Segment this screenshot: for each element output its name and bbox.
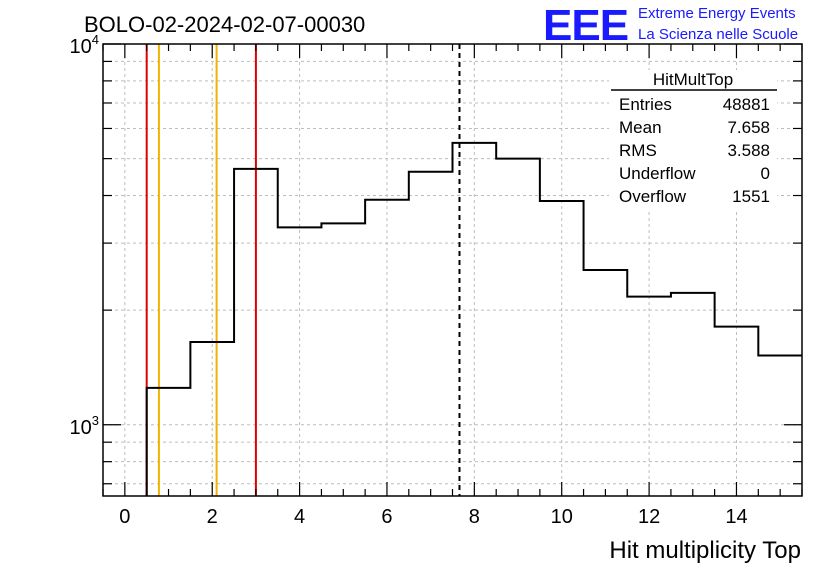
- stats-box: HitMultTop Entries 48881 Mean 7.658 RMS 3.588…: [609, 70, 777, 210]
- stats-label: Underflow: [619, 164, 696, 183]
- marker-lines: [145, 44, 461, 496]
- y-tick-label: 104: [70, 32, 99, 58]
- stats-label: RMS: [619, 141, 657, 160]
- y-tick-label: 103: [70, 413, 99, 439]
- stats-label: Mean: [619, 118, 662, 137]
- logo-mark: EEE: [543, 1, 628, 50]
- stats-title: HitMultTop: [653, 70, 733, 89]
- axes: [102, 43, 803, 497]
- histogram-series: [145, 141, 802, 496]
- x-tick-label: 8: [469, 506, 480, 528]
- x-tick-label: 4: [294, 506, 305, 528]
- logo-line-2: La Scienza nelle Scuole: [638, 26, 798, 43]
- stats-value: 1551: [732, 187, 770, 206]
- x-axis-title: Hit multiplicity Top: [609, 537, 801, 564]
- logo-line-1: Extreme Energy Events: [638, 5, 796, 22]
- stats-value: 3.588: [727, 141, 770, 160]
- eee-logo: EEE Extreme Energy Events La Scienza nel…: [543, 1, 798, 50]
- stats-value: 48881: [723, 95, 770, 114]
- histogram-outline: [145, 141, 802, 496]
- x-tick-label: 6: [381, 506, 392, 528]
- tick-labels: 0 2 4 6 8 10 12 14 103 104: [70, 32, 748, 528]
- stats-value: 0: [761, 164, 770, 183]
- x-tick-label: 14: [725, 506, 747, 528]
- stats-value: 7.658: [727, 118, 770, 137]
- x-tick-label: 0: [119, 506, 130, 528]
- run-title: BOLO-02-2024-02-07-00030: [84, 12, 365, 37]
- x-tick-label: 10: [551, 506, 573, 528]
- stats-label: Overflow: [619, 187, 687, 206]
- x-tick-label: 12: [638, 506, 660, 528]
- stats-label: Entries: [619, 95, 672, 114]
- x-tick-label: 2: [207, 506, 218, 528]
